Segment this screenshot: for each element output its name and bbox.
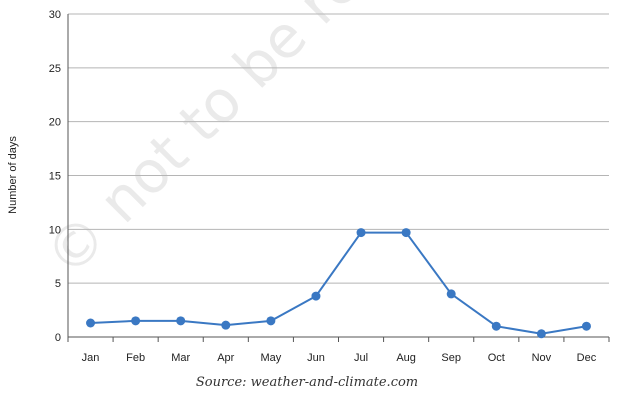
- x-tick-label: Oct: [488, 352, 505, 364]
- y-tick-label: 15: [49, 171, 61, 183]
- y-tick-label: 5: [55, 278, 61, 290]
- x-tick-label: Jan: [82, 352, 100, 364]
- y-axis-ticks: 0 5 10 15 20 25 30: [49, 9, 61, 344]
- x-axis-ticks: Jan Feb Mar Apr May Jun Jul Aug Sep Oct Nov Dec: [67, 337, 610, 364]
- y-tick-label: 30: [49, 9, 61, 21]
- x-tick-label: Nov: [532, 352, 552, 364]
- x-tick-label: Dec: [577, 352, 597, 364]
- data-point: [581, 321, 591, 331]
- watermark-text: © not to be re: [32, 0, 374, 290]
- y-tick-label: 10: [49, 224, 61, 236]
- data-point: [221, 320, 231, 330]
- x-tick-label: May: [260, 352, 281, 364]
- y-tick-label: 0: [55, 332, 61, 344]
- series-line-group: [86, 228, 591, 339]
- data-point: [266, 316, 276, 326]
- data-point: [356, 228, 366, 238]
- data-point: [446, 289, 456, 299]
- data-point: [401, 228, 411, 238]
- data-point: [176, 316, 186, 326]
- x-tick-label: Aug: [396, 352, 416, 364]
- series-line: [90, 231, 587, 335]
- x-tick-label: Mar: [171, 352, 190, 364]
- x-tick-label: Feb: [126, 352, 145, 364]
- x-tick-label: Jun: [307, 352, 325, 364]
- data-point: [86, 318, 96, 328]
- data-point: [131, 316, 141, 326]
- source-caption: Source: weather-and-climate.com: [196, 375, 418, 390]
- x-tick-label: Jul: [354, 352, 368, 364]
- data-point: [491, 321, 501, 331]
- y-tick-label: 20: [49, 117, 61, 129]
- data-point: [536, 329, 546, 339]
- gridlines: [68, 13, 609, 284]
- y-tick-label: 25: [49, 63, 61, 75]
- data-point: [311, 291, 321, 301]
- x-tick-label: Apr: [217, 352, 234, 364]
- y-axis-label: Number of days: [7, 136, 19, 214]
- x-tick-label: Sep: [441, 352, 461, 364]
